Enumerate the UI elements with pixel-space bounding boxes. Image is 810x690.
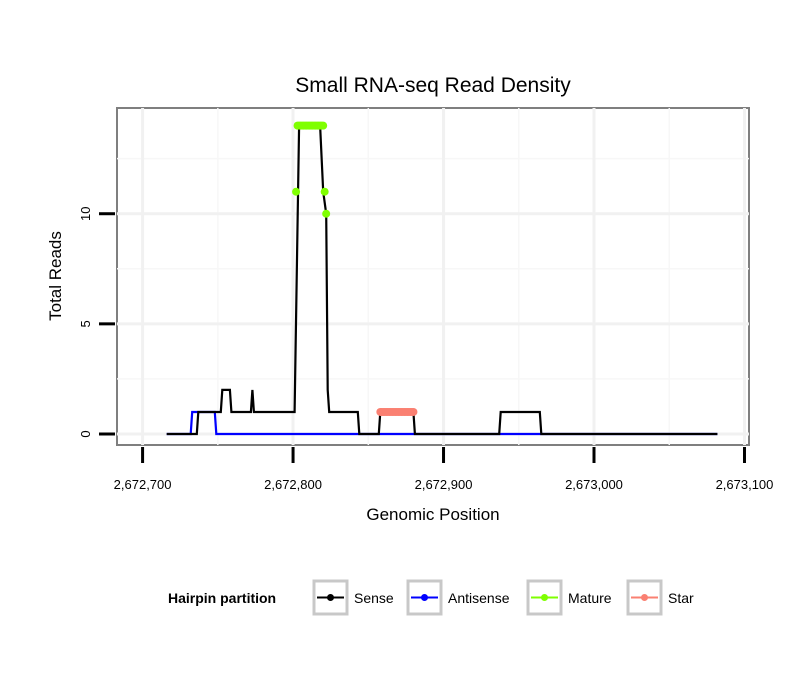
- y-tick-label: 5: [78, 320, 93, 327]
- legend-entry-antisense: Antisense: [406, 579, 510, 616]
- legend-entry-sense: Sense: [312, 579, 394, 616]
- y-axis-title: Total Reads: [46, 231, 65, 321]
- legend-key-point: [421, 594, 428, 601]
- legend-label: Antisense: [448, 590, 510, 606]
- x-tick-label: 2,673,000: [565, 477, 623, 492]
- x-tick-label: 2,672,700: [114, 477, 172, 492]
- x-tick-label: 2,672,800: [264, 477, 322, 492]
- legend-entry-mature: Mature: [526, 579, 612, 616]
- legend-title: Hairpin partition: [168, 590, 276, 606]
- legend-key-point: [327, 594, 334, 601]
- sense-series-line: [166, 124, 718, 436]
- legend-entry-star: Star: [626, 579, 694, 616]
- x-tick-label: 2,673,100: [716, 477, 774, 492]
- legend-label: Sense: [354, 590, 394, 606]
- chart-title: Small RNA-seq Read Density: [295, 74, 571, 97]
- y-tick-label: 0: [78, 430, 93, 437]
- star-point: [409, 407, 418, 416]
- y-tick-label: 10: [78, 206, 93, 220]
- mature-point: [319, 121, 328, 130]
- x-axis-title: Genomic Position: [366, 505, 499, 524]
- mature-point: [292, 187, 301, 196]
- mature-point: [320, 187, 329, 196]
- series-layer: [166, 121, 718, 436]
- legend-label: Mature: [568, 590, 612, 606]
- legend-key-point: [541, 594, 548, 601]
- legend: Hairpin partition Sense Antisense Mature St…: [168, 579, 694, 616]
- legend-label: Star: [668, 590, 694, 606]
- legend-key-point: [641, 594, 648, 601]
- mature-point: [322, 209, 331, 218]
- y-axis: 0 5 10: [78, 206, 115, 438]
- x-axis: 2,672,700 2,672,800 2,672,900 2,673,000 2,67…: [114, 447, 774, 492]
- x-tick-label: 2,672,900: [415, 477, 473, 492]
